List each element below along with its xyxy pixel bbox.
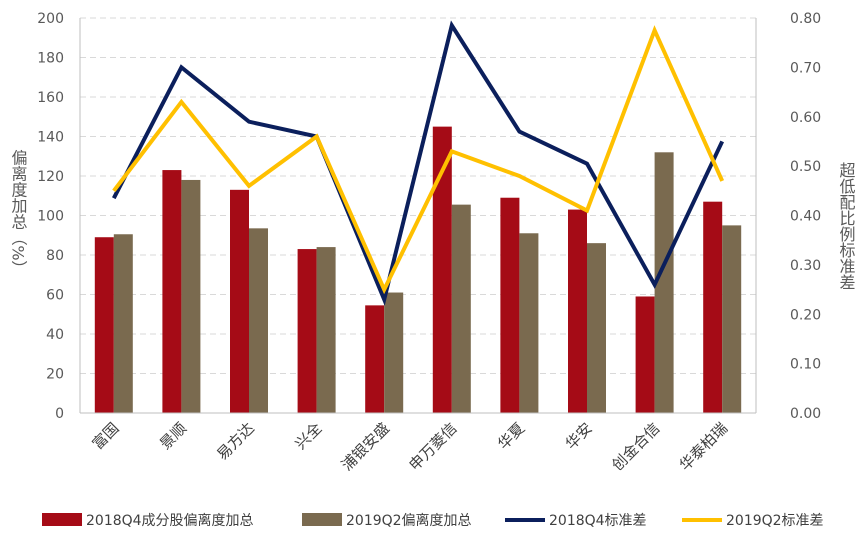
right-tick-label: 0.20	[790, 307, 821, 323]
bar-2019q2	[451, 204, 471, 413]
right-tick-label: 0.50	[790, 159, 821, 175]
bar-2018q4	[297, 249, 317, 413]
category-labels: 富国 景顺 易方达 兴全 浦银安盛 申万菱信 华夏 华安 创金合信 华泰柏瑞	[89, 419, 731, 474]
line-2019q2-std	[112, 25, 725, 295]
bar-2018q4	[230, 189, 249, 413]
category-label: 易方达	[213, 419, 258, 464]
category-label: 华泰柏瑞	[676, 419, 731, 474]
bar-2019q2	[249, 228, 268, 413]
bar-2018q4	[568, 209, 587, 413]
bar-2019q2	[181, 179, 201, 413]
left-tick-label: 0	[55, 406, 64, 422]
bar-group	[94, 126, 742, 414]
legend-label: 2018Q4成分股偏离度加总	[86, 512, 254, 529]
bar-2019q2	[654, 152, 674, 414]
right-tick-label: 0.40	[790, 209, 821, 225]
bar-2019q2	[113, 234, 133, 413]
left-tick-label: 80	[46, 248, 64, 264]
left-axis-title: 偏离度加总（%）	[9, 149, 28, 276]
category-label: 创金合信	[608, 419, 663, 474]
line-group	[112, 20, 725, 306]
legend-swatch	[42, 513, 82, 526]
bar-2018q4	[500, 197, 520, 413]
right-tick-label: 0.00	[790, 406, 821, 422]
bar-2019q2	[316, 247, 336, 413]
left-tick-label: 120	[37, 169, 64, 185]
left-tick-label: 100	[37, 209, 64, 225]
right-axis-title: 超低配比例标准差	[837, 162, 856, 290]
right-tick-label: 0.10	[790, 357, 821, 373]
line-2018q4-std	[112, 20, 725, 306]
right-tick-label: 0.80	[790, 11, 821, 27]
left-tick-label: 200	[37, 11, 64, 27]
legend-label: 2018Q4标准差	[549, 513, 647, 529]
axes	[79, 18, 757, 414]
right-tick-label: 0.60	[790, 110, 821, 126]
bar-2019q2	[384, 292, 404, 413]
category-label: 申万菱信	[405, 419, 460, 474]
category-label: 浦银安盛	[338, 419, 393, 474]
category-label: 景顺	[156, 419, 190, 453]
bar-2018q4	[162, 170, 182, 413]
left-tick-label: 60	[46, 288, 64, 304]
category-label: 兴全	[291, 419, 325, 453]
bar-2019q2	[519, 233, 539, 413]
bar-2018q4	[365, 305, 385, 413]
legend-label: 2019Q2偏离度加总	[346, 512, 472, 529]
left-tick-label: 140	[37, 130, 64, 146]
bar-2018q4	[635, 296, 655, 413]
legend-label: 2019Q2标准差	[726, 513, 824, 529]
left-tick-label: 160	[37, 90, 64, 106]
right-tick-label: 0.70	[790, 60, 821, 76]
left-tick-label: 180	[37, 51, 64, 67]
legend-swatch	[302, 513, 342, 526]
right-axis-ticks: 0.00 0.10 0.20 0.30 0.40 0.50 0.60 0.70 0.80	[790, 11, 821, 422]
bar-2018q4	[432, 126, 452, 413]
category-label: 富国	[89, 419, 123, 453]
bar-2018q4	[703, 201, 723, 413]
category-label: 华安	[562, 419, 596, 453]
bar-2019q2	[587, 243, 606, 413]
legend: 2018Q4成分股偏离度加总 2019Q2偏离度加总 2018Q4标准差 2019Q2…	[42, 512, 824, 529]
right-tick-label: 0.30	[790, 258, 821, 274]
left-axis-ticks: 0 20 40 60 80 100 120 140 160 180 200	[37, 11, 64, 422]
left-tick-label: 40	[46, 327, 64, 343]
left-tick-label: 20	[46, 367, 64, 383]
bar-2018q4	[94, 237, 114, 413]
bar-2019q2	[722, 225, 742, 413]
category-label: 华夏	[494, 419, 528, 453]
